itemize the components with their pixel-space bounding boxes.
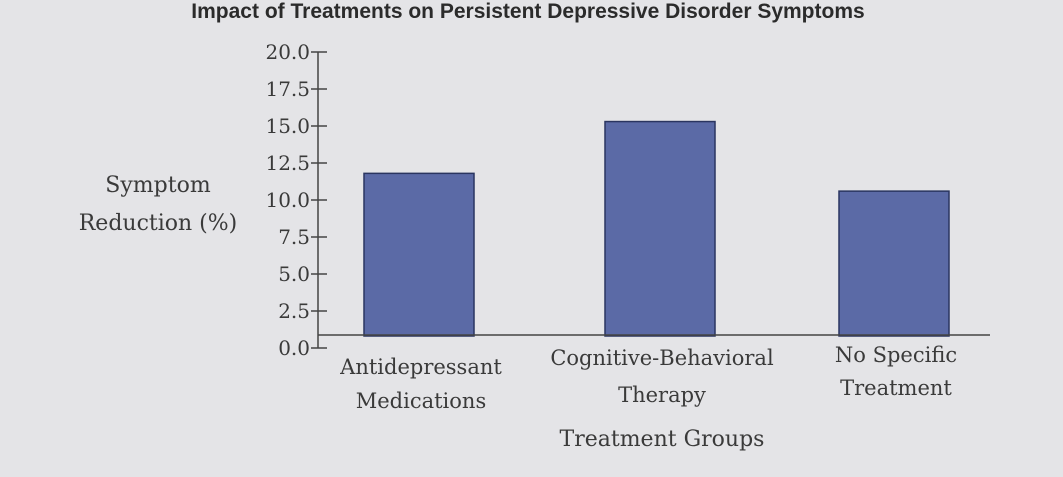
x-axis-categories: Antidepressant Medications Cognitive-Behav… bbox=[339, 343, 957, 413]
y-axis-label: Symptom Reduction (%) bbox=[79, 173, 238, 236]
y-tick-label: 5.0 bbox=[278, 262, 310, 286]
y-tick-label: 7.5 bbox=[278, 225, 310, 249]
bar bbox=[363, 172, 475, 337]
y-tick-label: 15.0 bbox=[265, 114, 310, 138]
x-category-label: No Specific bbox=[835, 343, 957, 367]
chart-title: Impact of Treatments on Persistent Depre… bbox=[191, 0, 864, 23]
y-tick-label: 20.0 bbox=[265, 40, 310, 64]
x-category-label: Medications bbox=[356, 389, 486, 413]
bar bbox=[838, 190, 950, 337]
bars bbox=[363, 120, 950, 337]
x-category-label: Cognitive-Behavioral bbox=[550, 346, 774, 370]
y-axis-label-line: Symptom bbox=[105, 173, 211, 198]
y-tick-label: 2.5 bbox=[278, 299, 310, 323]
x-category-label: Therapy bbox=[618, 383, 706, 407]
y-axis-ticks: 0.0 2.5 5.0 7.5 10.0 12.5 15.0 17.5 20.0 bbox=[265, 40, 327, 360]
x-category-label: Antidepressant bbox=[339, 355, 502, 379]
x-category-label: Treatment bbox=[840, 376, 952, 400]
bar bbox=[604, 120, 716, 337]
x-axis-label: Treatment Groups bbox=[560, 427, 765, 452]
y-tick-label: 0.0 bbox=[278, 336, 310, 360]
y-tick-label: 10.0 bbox=[265, 188, 310, 212]
y-axis-label-line: Reduction (%) bbox=[79, 211, 238, 236]
y-tick-label: 17.5 bbox=[265, 77, 310, 101]
y-tick-label: 12.5 bbox=[265, 151, 310, 175]
